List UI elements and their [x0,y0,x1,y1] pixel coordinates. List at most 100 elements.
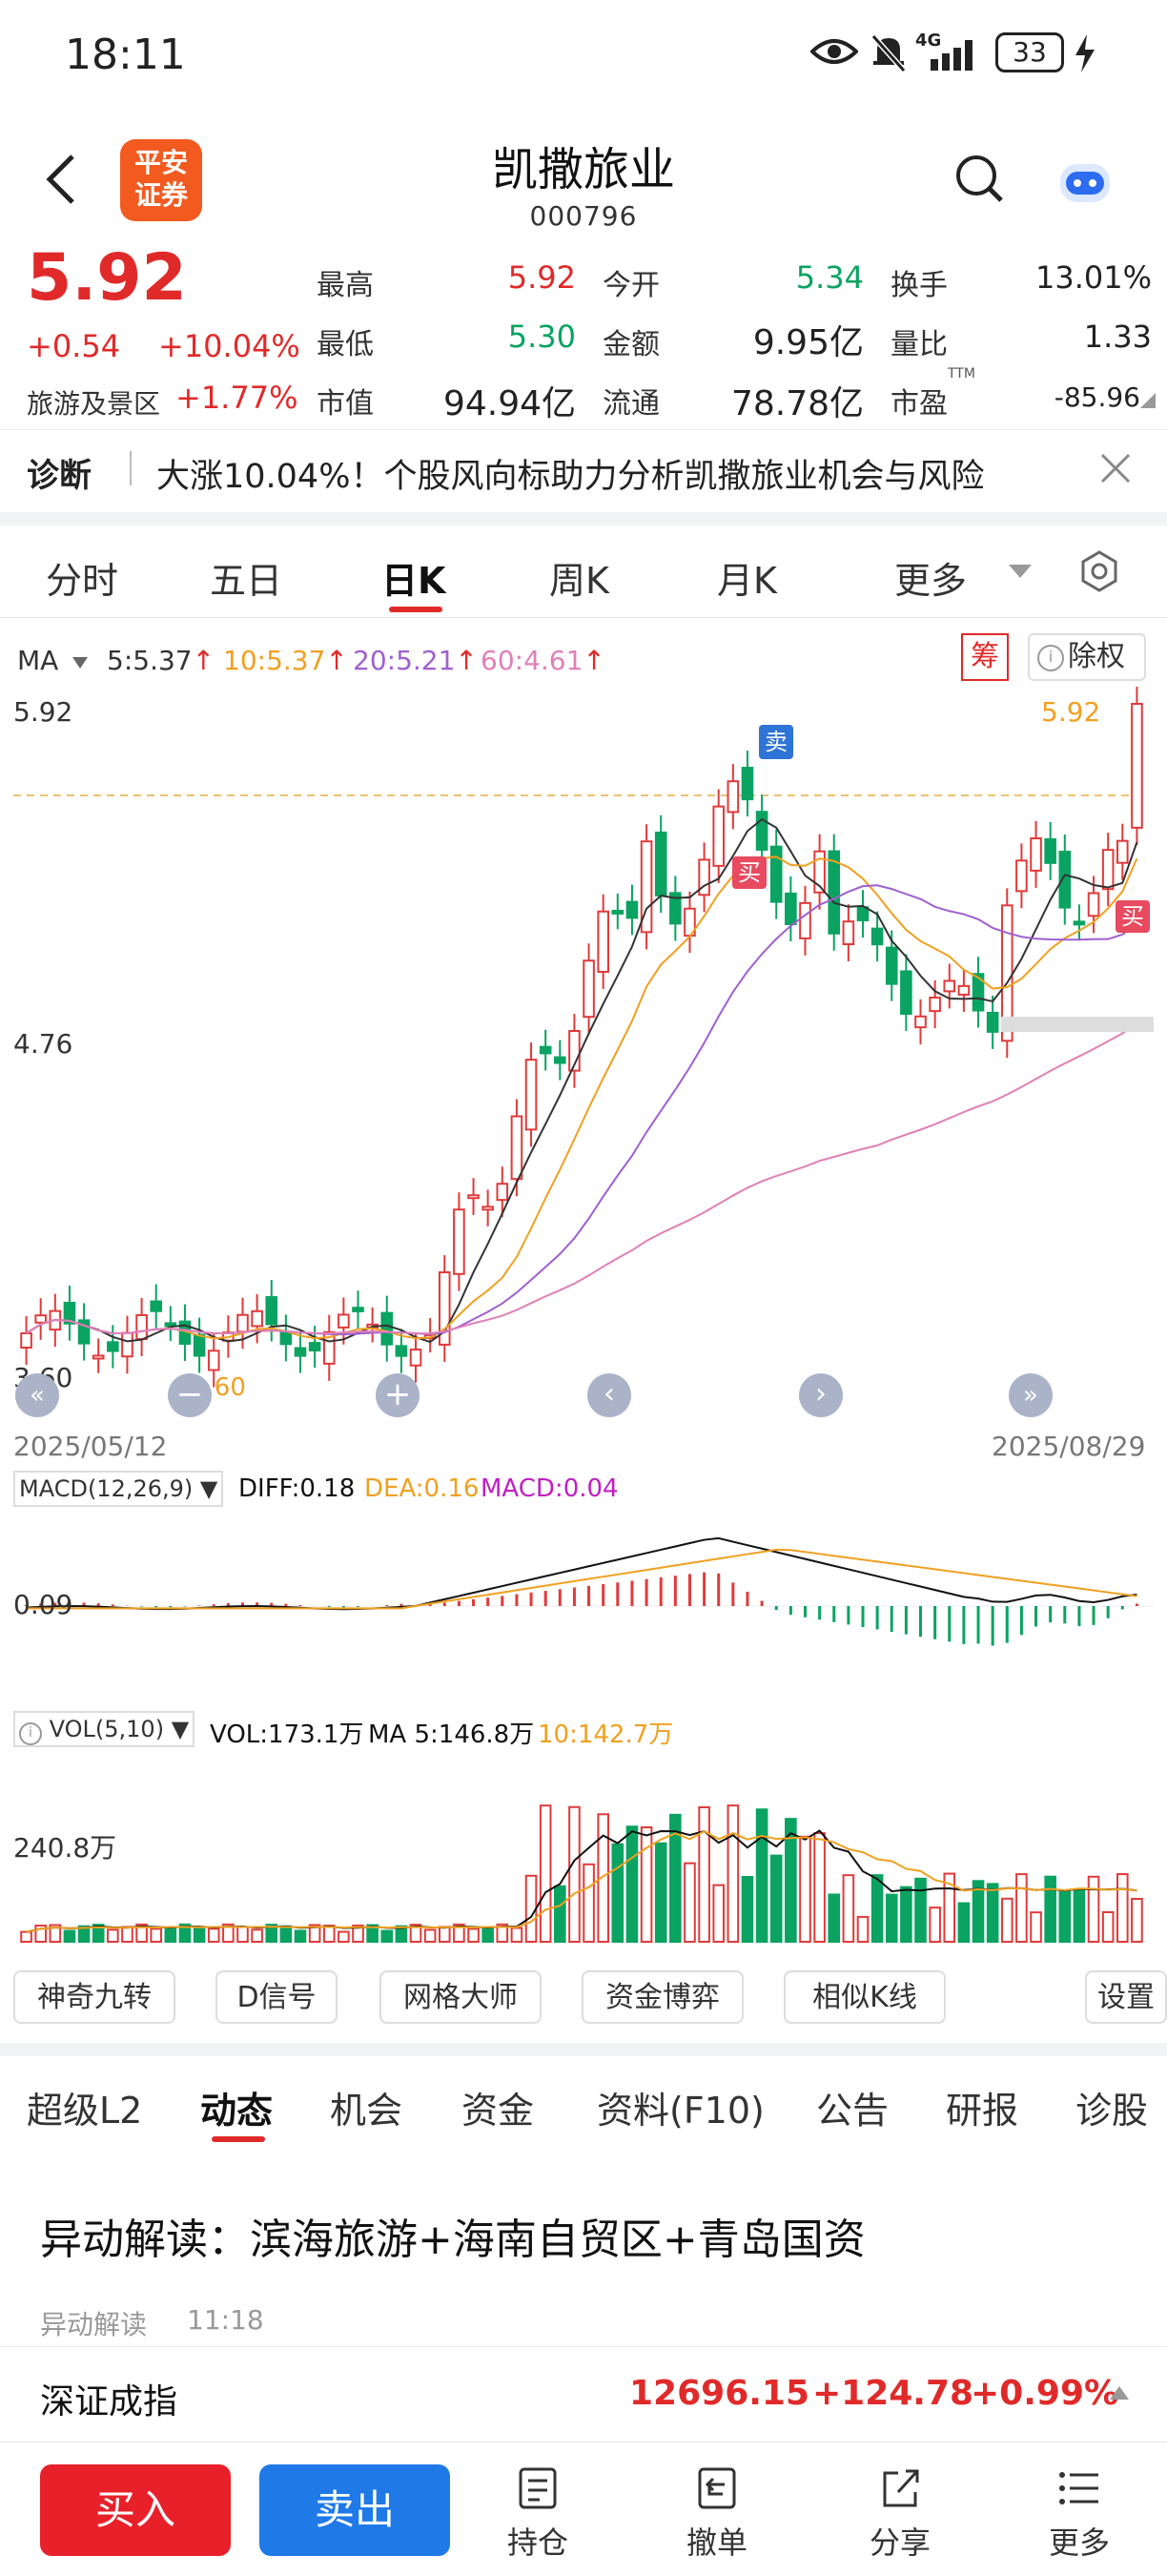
diagnosis-banner[interactable]: 诊断 大涨10.04%！个股风向标助力分析凯撒旅业机会与风险 [0,429,1167,526]
turnover-value: 13.01% [1034,259,1152,296]
sector-name[interactable]: 旅游及景区 [27,388,161,420]
tab-daily-k[interactable]: 日K [381,560,446,602]
zoom-in-button[interactable]: + [376,1373,420,1417]
tab-weekly-k[interactable]: 周K [549,560,609,602]
position-button[interactable]: 持仓 [490,2465,585,2563]
broker-logo-line2: 证券 [133,179,188,211]
volume-bar [929,1906,941,1944]
tab-monthly-k[interactable]: 月K [717,560,777,602]
tool-capital-game[interactable]: 资金博弈 [582,1970,744,2024]
tab-f10[interactable]: 资料(F10) [597,2090,765,2132]
volume-bar [1030,1911,1042,1943]
candle-body [77,1319,91,1345]
charging-icon [1074,34,1096,76]
tab-more[interactable]: 更多 [894,560,968,602]
ma5-text: 5:5.37 [107,645,193,676]
y-axis-top-label: 5.92 [13,696,73,728]
cancel-order-button[interactable]: 撤单 [669,2465,765,2563]
price-change: +0.54 [27,328,121,364]
chips-button[interactable]: 筹 [961,633,1009,681]
macd-indicator-selector[interactable]: MACD(12,26,9) ▼ [13,1471,224,1507]
tab-announcements[interactable]: 公告 [816,2090,890,2132]
scroll-right-button[interactable]: › [799,1373,843,1417]
macd-diff: DIFF:0.18 [238,1474,356,1503]
y-axis-mid-label: 4.76 [13,1028,73,1060]
sell-button[interactable]: 卖出 [259,2464,450,2556]
volume-bar [308,1924,321,1944]
tab-research[interactable]: 研报 [946,2090,1019,2132]
volume-bar [49,1924,62,1943]
back-button[interactable] [42,151,80,212]
volume-bar [957,1902,971,1944]
volume-bar [583,1863,595,1943]
tool-similar-k[interactable]: 相似K线 [784,1970,946,2024]
volume-bar [1087,1875,1100,1943]
tab-super-l2[interactable]: 超级L2 [27,2090,143,2132]
candle-body [322,1330,336,1365]
pe-expand-icon[interactable] [1140,393,1156,412]
share-button[interactable]: 分享 [852,2465,948,2563]
candle-body [929,996,941,1013]
zoom-out-button[interactable]: − [168,1373,212,1417]
robot-assistant-icon[interactable] [1054,153,1116,214]
volume-bar [554,1885,566,1943]
news-title[interactable]: 异动解读：滨海旅游+海南自贸区+青岛国资 [40,2215,866,2264]
tab-dynamics[interactable]: 动态 [200,2090,274,2132]
volume-bar [178,1923,192,1944]
menu-icon [1059,2472,1098,2504]
candle-body [467,1194,480,1200]
market-cap-value: 94.94亿 [442,384,576,423]
candle-body [539,1045,552,1055]
tab-opportunity[interactable]: 机会 [330,2090,403,2132]
tool-settings[interactable]: 设置 [1085,1970,1167,2024]
volume-bar [1044,1875,1056,1943]
tool-grid-master[interactable]: 网格大师 [379,1970,542,2024]
vol-indicator-selector[interactable]: i VOL(5,10) ▼ [13,1711,195,1747]
macd-y-label: 0.09 [13,1589,73,1620]
buy-button[interactable]: 买入 [40,2464,231,2556]
tab-diagnose[interactable]: 诊股 [1075,2090,1149,2132]
index-ticker[interactable]: 深证成指 12696.15 +124.78 +0.99% [0,2346,1167,2442]
volume-chart[interactable] [0,1751,1167,1951]
tab-funds[interactable]: 资金 [461,2090,535,2132]
scroll-left-button[interactable]: ‹ [587,1373,631,1417]
buy-signal-marker[interactable]: 买 [732,856,767,889]
tool-d-signal[interactable]: D信号 [215,1970,338,2024]
scroll-right-fast-button[interactable]: » [1009,1373,1053,1417]
candle-body [986,1011,999,1033]
candle-body [957,984,971,996]
tab-five-day[interactable]: 五日 [210,560,283,602]
tool-magic-nine[interactable]: 神奇九转 [13,1970,175,2024]
pe-value: -85.96 [1054,381,1140,413]
ma20-text: 20:5.21 [353,645,456,676]
divider [130,451,132,485]
close-icon[interactable] [1098,451,1133,489]
sell-signal-marker[interactable]: 卖 [759,725,793,759]
volume-bar [77,1925,91,1944]
chevron-up-icon[interactable] [1110,2385,1129,2403]
search-icon[interactable] [953,153,1007,210]
settings-icon[interactable] [1077,549,1121,597]
volume-bar [828,1893,841,1943]
status-bar: 18:11 4G 33 [0,0,1167,114]
ma-label[interactable]: MA [17,645,59,676]
volume-bar [423,1928,437,1944]
kline-chart[interactable] [0,687,1167,1450]
macd-chart[interactable] [0,1511,1167,1701]
last-price: 5.92 [27,240,187,316]
ma10-value: 10:5.37↑ [223,645,348,676]
ma-dropdown-icon[interactable] [72,654,88,672]
ex-rights-button[interactable]: i 除权 [1028,633,1146,681]
index-name: 深证成指 [40,2382,178,2421]
chevron-down-icon[interactable] [1009,565,1032,584]
scroll-left-fast-button[interactable]: « [15,1373,59,1417]
candle-body [524,1059,538,1131]
ma60-value: 60:4.61↑ [481,645,605,676]
buy-signal-marker-2[interactable]: 买 [1116,900,1150,933]
tab-intraday[interactable]: 分时 [46,560,119,602]
candle-body [842,920,855,946]
more-button[interactable]: 更多 [1032,2465,1127,2563]
candle-body [63,1301,76,1325]
stock-code: 000796 [529,200,638,232]
candle-body [813,850,826,894]
